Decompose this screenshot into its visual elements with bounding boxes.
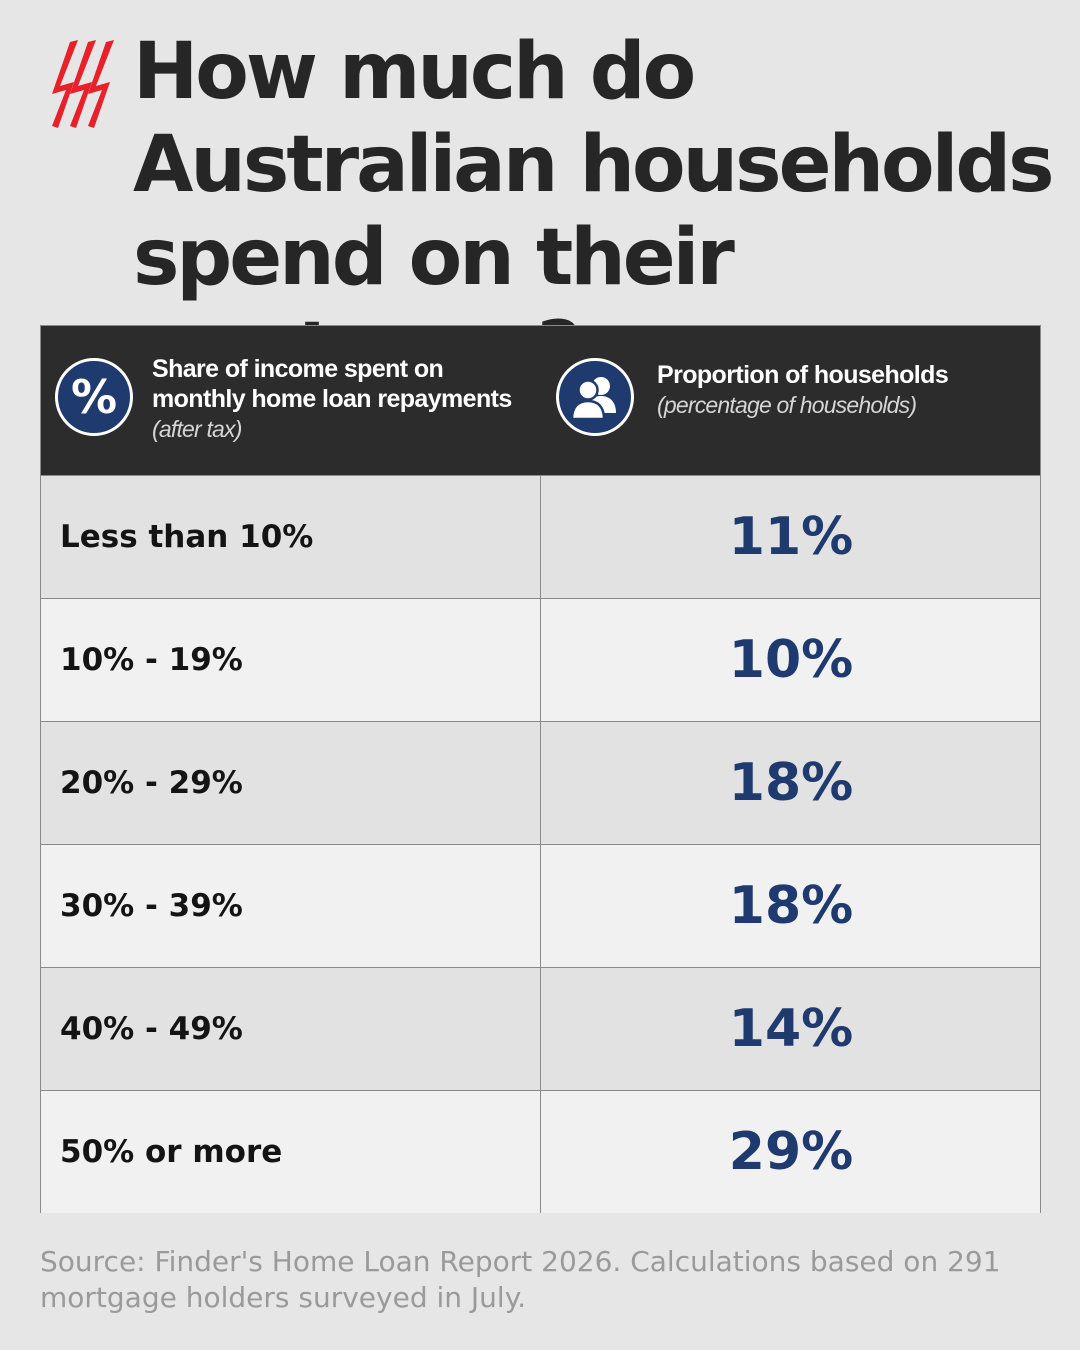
- income-band-label: 50% or more: [60, 1134, 283, 1170]
- income-band-cell: 30% - 39%: [41, 845, 541, 967]
- column-header-income-share: % Share of income spent on monthly home …: [41, 326, 541, 475]
- household-share-value: 11%: [728, 507, 854, 567]
- household-share-cell: 10%: [541, 599, 1042, 721]
- income-band-cell: Less than 10%: [41, 476, 541, 598]
- income-band-cell: 50% or more: [41, 1091, 541, 1213]
- household-share-value: 29%: [728, 1122, 854, 1182]
- income-band-label: 10% - 19%: [60, 642, 243, 678]
- column-header-income-share-note: (after tax): [152, 416, 242, 442]
- income-band-label: Less than 10%: [60, 519, 314, 555]
- column-header-income-share-label: Share of income spent on monthly home lo…: [152, 355, 512, 413]
- data-table: % Share of income spent on monthly home …: [40, 325, 1041, 1213]
- sbs-logo: [52, 40, 114, 128]
- table-row: 40% - 49% 14%: [41, 967, 1040, 1090]
- income-band-label: 40% - 49%: [60, 1011, 243, 1047]
- household-share-cell: 11%: [541, 476, 1042, 598]
- percent-icon: %: [55, 358, 133, 436]
- household-share-cell: 18%: [541, 722, 1042, 844]
- income-band-cell: 40% - 49%: [41, 968, 541, 1090]
- table-row: 50% or more 29%: [41, 1090, 1040, 1213]
- table-row: 10% - 19% 10%: [41, 598, 1040, 721]
- income-band-label: 20% - 29%: [60, 765, 243, 801]
- income-band-cell: 10% - 19%: [41, 599, 541, 721]
- table-row: 20% - 29% 18%: [41, 721, 1040, 844]
- column-header-households-label: Proportion of households: [657, 361, 949, 389]
- household-share-value: 10%: [728, 630, 854, 690]
- column-header-households: Proportion of households (percentage of …: [541, 326, 1042, 475]
- household-share-cell: 29%: [541, 1091, 1042, 1213]
- household-share-cell: 18%: [541, 845, 1042, 967]
- column-header-households-note: (percentage of households): [657, 392, 917, 418]
- table-header: % Share of income spent on monthly home …: [41, 326, 1040, 475]
- table-row: 30% - 39% 18%: [41, 844, 1040, 967]
- household-share-cell: 14%: [541, 968, 1042, 1090]
- people-icon: [556, 358, 634, 436]
- household-share-value: 18%: [728, 876, 854, 936]
- household-share-value: 14%: [728, 999, 854, 1059]
- income-band-cell: 20% - 29%: [41, 722, 541, 844]
- page-title: How much do Australian households spend …: [133, 27, 1055, 396]
- table-row: Less than 10% 11%: [41, 475, 1040, 598]
- income-band-label: 30% - 39%: [60, 888, 243, 924]
- source-note: Source: Finder's Home Loan Report 2026. …: [40, 1245, 1001, 1314]
- household-share-value: 18%: [728, 753, 854, 813]
